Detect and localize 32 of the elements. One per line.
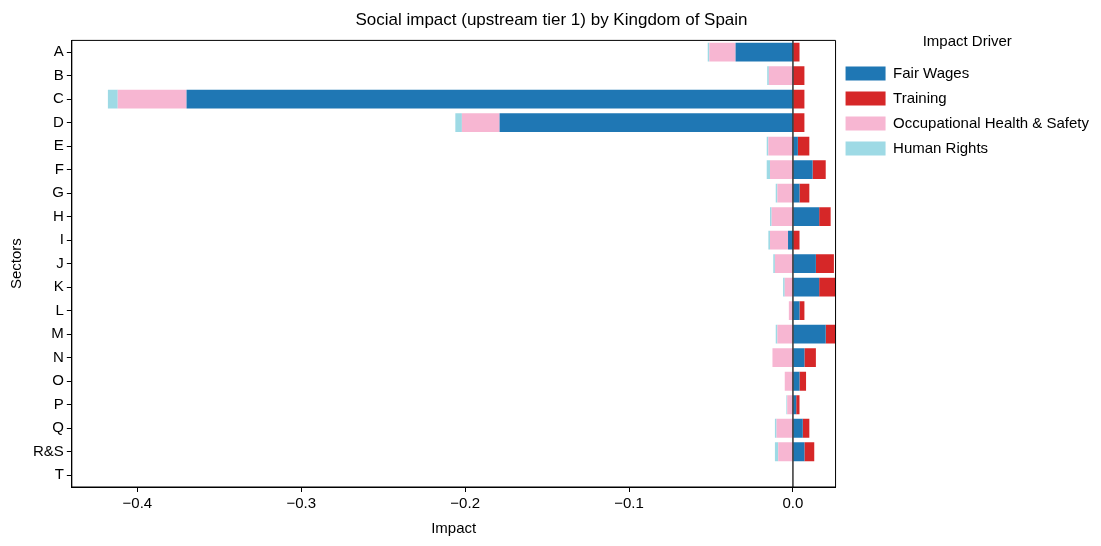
legend-title: Impact Driver — [922, 31, 1012, 49]
y-tick-label: I — [59, 230, 64, 248]
y-tick-label: K — [53, 277, 64, 295]
y-tick-label: H — [53, 206, 64, 224]
x-axis-title: Impact — [431, 519, 478, 537]
y-tick-label: G — [52, 183, 64, 201]
y-tick-label: M — [51, 324, 64, 342]
legend-label: Training — [893, 88, 947, 106]
legend-label: Human Rights — [893, 138, 989, 156]
y-tick-label: J — [56, 253, 64, 271]
y-tick-label: E — [53, 136, 64, 154]
x-tick-label: −0.1 — [614, 494, 644, 512]
y-tick-label: D — [53, 112, 64, 130]
legend-label: Occupational Health & Safety — [893, 113, 1090, 131]
y-tick-label: F — [54, 159, 64, 177]
y-tick-label: C — [53, 89, 64, 107]
y-axis-title: Sectors — [7, 238, 25, 290]
y-tick-label: Q — [52, 418, 64, 436]
y-tick-label: P — [53, 394, 64, 412]
y-tick-label: R&S — [33, 441, 64, 459]
x-tick-label: −0.3 — [286, 494, 317, 512]
chart-title: Social impact (upstream tier 1) by Kingdom of Spain — [355, 9, 748, 29]
y-tick-label: L — [55, 300, 64, 318]
y-tick-label: O — [52, 371, 64, 389]
x-tick-label: 0.0 — [782, 494, 804, 512]
y-tick-label: N — [53, 347, 64, 365]
y-tick-label: B — [53, 65, 64, 83]
x-tick-label: −0.4 — [122, 494, 153, 512]
y-tick-label: A — [53, 42, 64, 60]
x-tick-label: −0.2 — [450, 494, 480, 512]
legend-label: Fair Wages — [893, 63, 970, 81]
y-tick-label: T — [54, 465, 64, 483]
